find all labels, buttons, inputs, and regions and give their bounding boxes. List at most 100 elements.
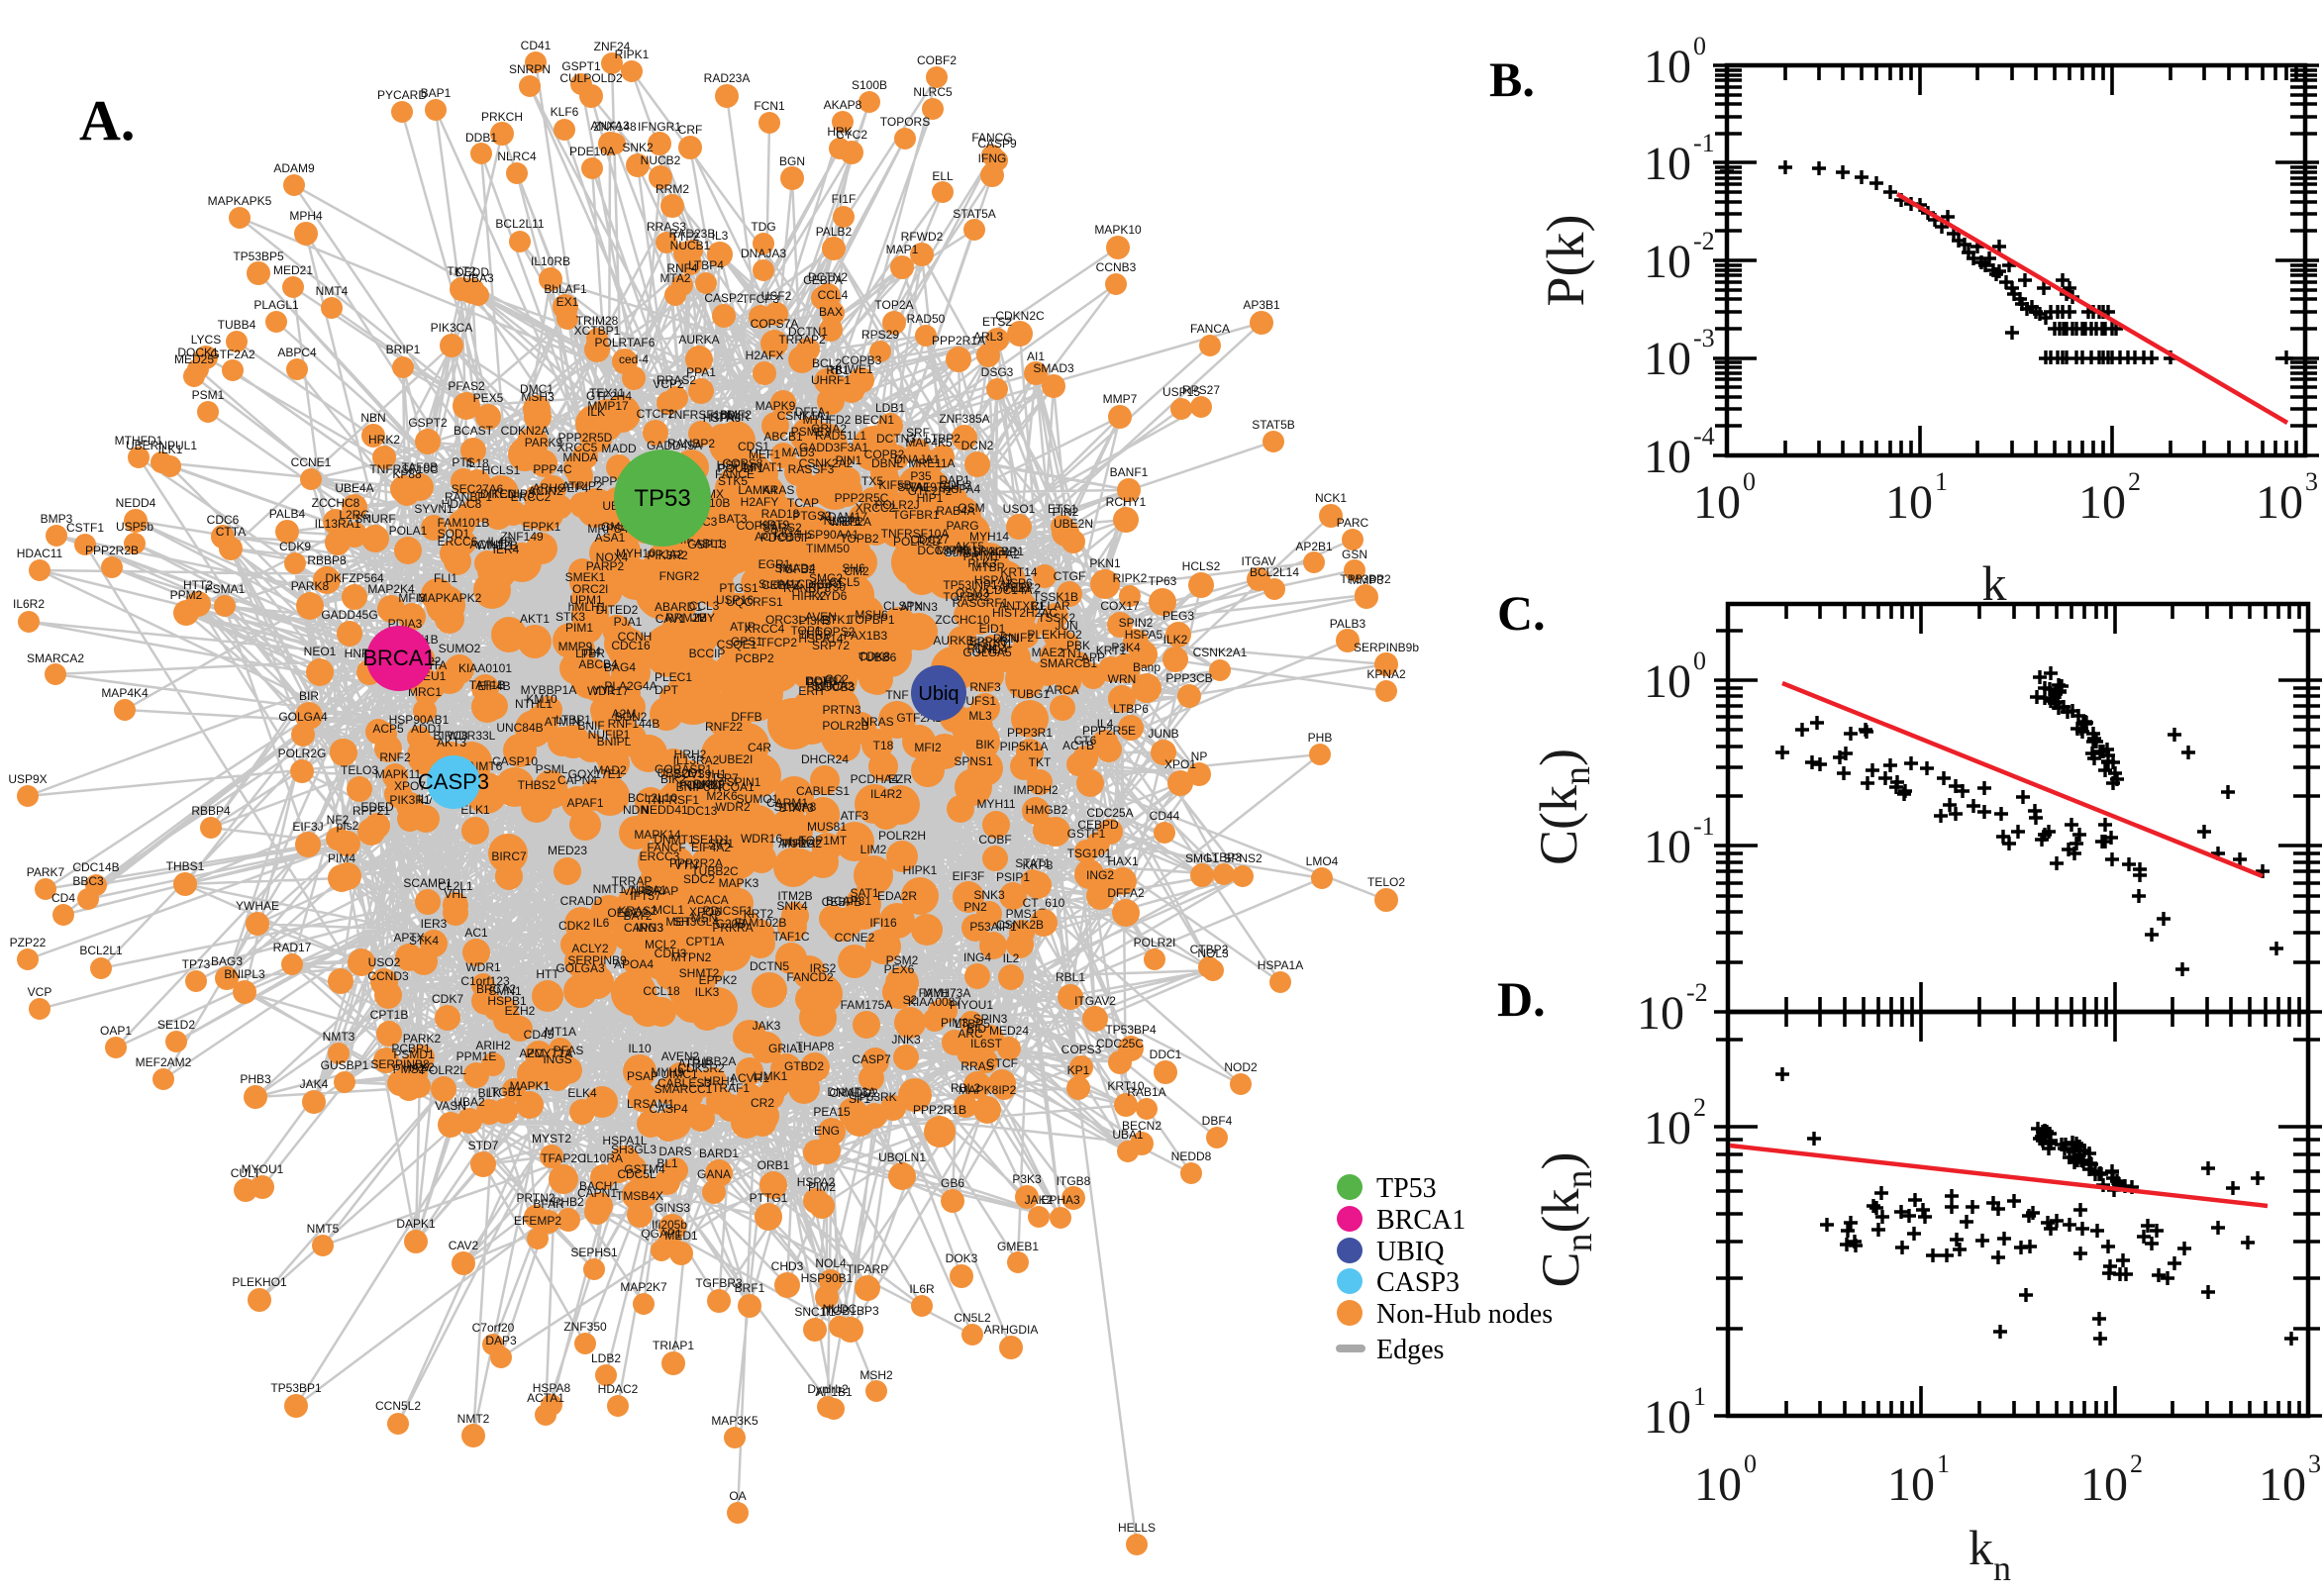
svg-text:M2K6: M2K6 <box>706 789 738 803</box>
svg-text:LDB1: LDB1 <box>875 401 905 415</box>
svg-text:1: 1 <box>1937 1449 1950 1478</box>
svg-text:PPP2R5C: PPP2R5C <box>835 491 889 505</box>
svg-text:STAT1: STAT1 <box>1015 856 1051 870</box>
svg-text:EZR: EZR <box>888 772 912 786</box>
svg-text:EIF3J: EIF3J <box>292 820 323 834</box>
svg-text:DNMT1: DNMT1 <box>654 833 695 847</box>
svg-text:CTTA: CTTA <box>216 525 246 539</box>
svg-text:BFAR: BFAR <box>533 1197 564 1211</box>
svg-text:DBNL: DBNL <box>871 456 903 470</box>
svg-text:PIN2: PIN2 <box>1053 505 1079 519</box>
svg-text:MMP1: MMP1 <box>937 544 971 557</box>
svg-text:UQCRFS1: UQCRFS1 <box>726 595 783 609</box>
svg-text:JAK3: JAK3 <box>753 1019 781 1033</box>
svg-text:CCN5L2: CCN5L2 <box>375 1399 421 1413</box>
svg-text:DFFA: DFFA <box>795 405 826 419</box>
svg-text:CASP10: CASP10 <box>492 754 538 768</box>
svg-text:ARCA: ARCA <box>1046 683 1078 697</box>
svg-text:ERCC6: ERCC6 <box>438 535 478 549</box>
svg-text:SPIN3: SPIN3 <box>973 1012 1008 1026</box>
svg-text:3: 3 <box>2305 467 2318 496</box>
svg-text:BNIPL: BNIPL <box>597 735 632 748</box>
svg-text:BCAST: BCAST <box>454 424 494 438</box>
svg-text:MAD3: MAD3 <box>781 446 815 459</box>
svg-text:DKK9: DKK9 <box>693 777 725 791</box>
svg-text:TAF1C: TAF1C <box>772 930 809 944</box>
svg-text:UIMC1: UIMC1 <box>660 1067 698 1081</box>
svg-text:GADD3F3A1: GADD3F3A1 <box>799 441 868 454</box>
svg-text:PEG3: PEG3 <box>1162 609 1194 623</box>
svg-text:NUDC: NUDC <box>823 1302 858 1316</box>
svg-text:DAP3: DAP3 <box>485 1334 517 1347</box>
svg-text:TAF1B: TAF1B <box>469 678 505 692</box>
svg-text:APTX: APTX <box>393 931 424 945</box>
svg-text:TOPB2: TOPB2 <box>840 532 878 546</box>
svg-text:PLAGL1: PLAGL1 <box>253 298 299 312</box>
svg-text:RTN4R: RTN4R <box>710 410 750 424</box>
svg-text:ARHGDIA: ARHGDIA <box>984 1323 1039 1337</box>
svg-text:PPP2R1B: PPP2R1B <box>913 1103 966 1117</box>
svg-text:CCNB3: CCNB3 <box>1096 260 1137 274</box>
svg-text:DNAJA3: DNAJA3 <box>741 247 786 260</box>
svg-text:ACTA1: ACTA1 <box>527 1391 564 1405</box>
svg-text:FNGR2: FNGR2 <box>659 569 700 583</box>
svg-text:SMAD3: SMAD3 <box>1033 361 1074 375</box>
svg-text:CT_610: CT_610 <box>1023 896 1065 910</box>
svg-text:AZM: AZM <box>519 1047 544 1060</box>
svg-text:H2AFX: H2AFX <box>746 349 784 362</box>
svg-text:LDB2: LDB2 <box>591 1351 621 1365</box>
svg-text:DOCK1: DOCK1 <box>177 346 219 359</box>
svg-text:HUWE1: HUWE1 <box>830 362 873 376</box>
svg-text:OSM: OSM <box>958 501 984 515</box>
svg-text:JAK2: JAK2 <box>1025 1193 1054 1207</box>
svg-text:BRF1: BRF1 <box>735 1281 765 1295</box>
svg-text:BTK1: BTK1 <box>822 613 852 627</box>
svg-text:IL6R: IL6R <box>909 1282 935 1296</box>
svg-text:S100B: S100B <box>852 78 887 92</box>
svg-text:CCL3: CCL3 <box>689 599 720 613</box>
svg-text:TNFRSF10D: TNFRSF10D <box>666 408 736 422</box>
svg-text:HSP90AB1: HSP90AB1 <box>389 713 450 727</box>
svg-text:NMT2: NMT2 <box>457 1412 490 1426</box>
svg-text:CYC2: CYC2 <box>836 128 867 142</box>
svg-text:ATIP: ATIP <box>730 620 756 634</box>
svg-text:PPP4C: PPP4C <box>533 462 572 476</box>
svg-text:BAT3: BAT3 <box>718 512 747 526</box>
svg-text:BCCIP: BCCIP <box>689 647 726 660</box>
svg-text:HSPA5: HSPA5 <box>1125 628 1163 642</box>
svg-text:HSPA4: HSPA4 <box>943 482 981 496</box>
svg-text:NTHL1: NTHL1 <box>515 697 553 711</box>
svg-text:ABCB4: ABCB4 <box>578 657 618 671</box>
svg-text:ORC3L: ORC3L <box>765 613 805 627</box>
svg-text:RBBP8: RBBP8 <box>307 553 347 567</box>
svg-text:UBIQ: UBIQ <box>1376 1237 1444 1267</box>
svg-text:AVEN2: AVEN2 <box>661 1049 700 1063</box>
svg-text:MAPK10: MAPK10 <box>1094 223 1142 237</box>
svg-text:MMP17: MMP17 <box>587 399 629 413</box>
svg-text:MAPK1: MAPK1 <box>510 1079 551 1093</box>
svg-text:STD7: STD7 <box>468 1139 499 1152</box>
svg-text:ELK4: ELK4 <box>567 1086 597 1100</box>
svg-text:GRIA2: GRIA2 <box>811 422 847 436</box>
svg-text:WDR16: WDR16 <box>741 832 782 846</box>
svg-text:POU2F1: POU2F1 <box>718 461 764 475</box>
svg-text:NMT1: NMT1 <box>593 882 626 896</box>
svg-text:TP53RK: TP53RK <box>852 1090 896 1104</box>
svg-text:BGN2: BGN2 <box>615 710 648 724</box>
svg-text:PIK3R1: PIK3R1 <box>389 793 431 807</box>
svg-text:BRCA1: BRCA1 <box>362 646 435 670</box>
svg-text:EPPK2: EPPK2 <box>699 973 738 987</box>
svg-text:RNF144B: RNF144B <box>608 717 660 731</box>
svg-text:ELK1: ELK1 <box>460 803 490 817</box>
svg-text:BNIPL3: BNIPL3 <box>224 967 265 981</box>
svg-text:S100A2: S100A2 <box>812 679 855 693</box>
svg-text:TCAP: TCAP <box>787 496 819 510</box>
svg-text:ZCCHC10: ZCCHC10 <box>935 613 990 627</box>
svg-text:LTBP2: LTBP2 <box>925 432 960 446</box>
svg-text:C7orf20: C7orf20 <box>472 1321 515 1335</box>
svg-text:NDN: NDN <box>623 803 649 817</box>
svg-text:CDK9: CDK9 <box>279 540 311 553</box>
svg-text:ZNF24: ZNF24 <box>594 40 631 53</box>
svg-text:NLRP1: NLRP1 <box>824 514 862 528</box>
svg-text:PRIM1: PRIM1 <box>963 549 1000 563</box>
